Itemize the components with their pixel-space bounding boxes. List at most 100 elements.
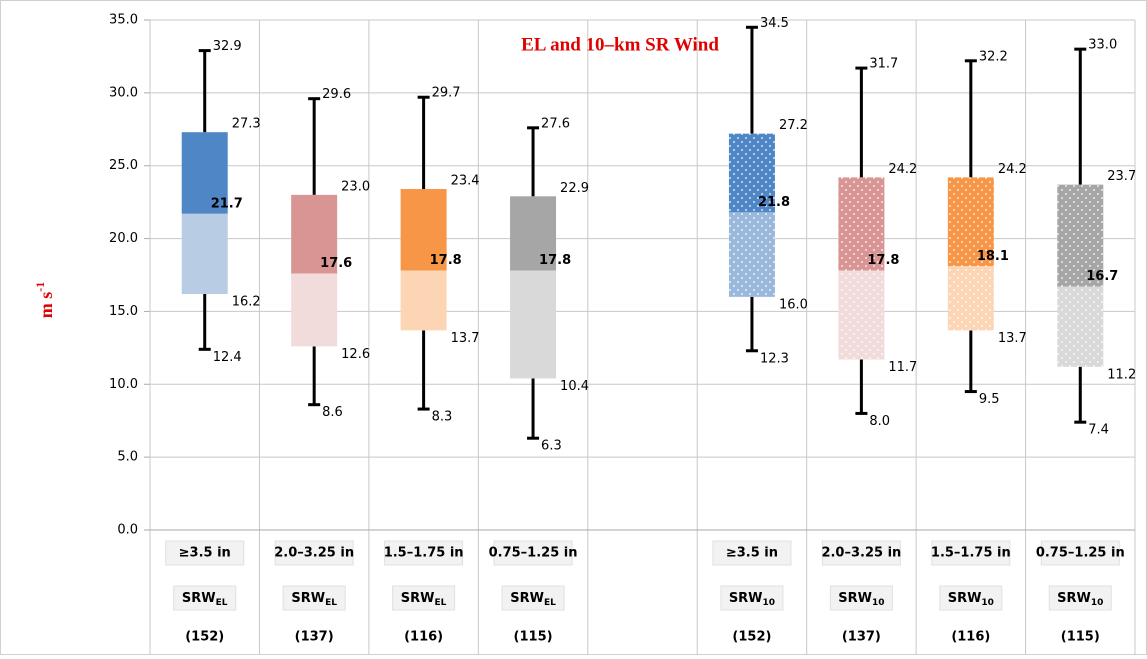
box-lower [400,270,447,331]
value-label: 29.7 [432,86,461,101]
variable-sub: 10 [763,598,776,608]
label-cell [493,540,573,566]
value-label: 11.7 [888,360,917,375]
value-label: 12.3 [760,351,789,366]
variable-label: SRWEL [291,591,337,608]
label-cell [384,540,464,566]
label-cell [931,540,1011,566]
box-upper [510,196,557,271]
value-label: 12.4 [213,350,242,365]
variable-sub: EL [435,598,447,608]
variable-main: SRW [510,591,544,606]
median-label: 16.7 [1086,269,1118,284]
variable-label: SRW10 [1057,591,1103,608]
variable-sub: EL [216,598,228,608]
variable-main: SRW [1057,591,1091,606]
y-tick-label: 15.0 [109,304,138,319]
variable-label: SRW10 [838,591,884,608]
count-label: (137) [295,630,334,645]
variable-main: SRW [291,591,325,606]
value-label: 34.5 [760,16,789,31]
variable-label: SRWEL [401,591,447,608]
box-dots [947,177,994,331]
label-cell [392,585,456,611]
value-label: 23.7 [1107,169,1136,184]
median-label: 21.7 [211,196,243,211]
y-label-main: m s [36,292,56,319]
chart-title: EL and 10–km SR Wind [521,34,719,55]
value-label: 23.0 [341,179,370,194]
x-tick-label: 0.75–1.25 in [1036,546,1125,561]
x-tick-label: ≥3.5 in [179,546,231,561]
median-label: 18.1 [977,249,1009,264]
x-tick-label: 0.75–1.25 in [489,546,578,561]
value-label: 8.0 [869,414,890,429]
count-label: (116) [404,630,443,645]
label-cell [821,540,901,566]
box-lower [510,270,557,379]
variable-main: SRW [182,591,216,606]
label-cell [939,585,1003,611]
value-label: 23.4 [451,174,480,189]
y-tick-label: 25.0 [109,158,138,173]
value-label: 27.3 [232,117,261,132]
box-upper [291,194,338,274]
box-upper [400,189,447,271]
x-tick-label: 2.0–3.25 in [821,546,901,561]
value-label: 6.3 [541,439,562,454]
label-cell [1040,540,1120,566]
label-cell [712,540,792,566]
value-label: 9.5 [979,392,1000,407]
value-label: 16.2 [232,294,261,309]
count-label: (115) [514,630,553,645]
label-cell [1048,585,1112,611]
y-tick-label: 0.0 [117,523,138,538]
variable-label: SRWEL [510,591,556,608]
variable-sub: EL [544,598,556,608]
value-label: 27.2 [779,118,808,133]
value-label: 11.2 [1107,367,1136,382]
value-label: 32.9 [213,39,242,54]
variable-sub: EL [325,598,337,608]
value-label: 13.7 [998,331,1027,346]
y-tick-label: 5.0 [117,450,138,465]
value-label: 29.6 [322,87,351,102]
count-label: (116) [951,630,990,645]
y-label-sup: -1 [33,282,47,292]
median-label: 17.8 [539,253,571,268]
variable-main: SRW [729,591,763,606]
count-label: (152) [732,630,771,645]
box-upper [181,132,228,214]
value-label: 27.6 [541,116,570,131]
value-label: 24.2 [998,162,1027,177]
median-label: 17.8 [430,253,462,268]
variable-label: SRWEL [182,591,228,608]
value-label: 8.6 [322,405,343,420]
variable-sub: 10 [872,598,885,608]
y-tick-label: 10.0 [109,377,138,392]
label-cell [720,585,784,611]
median-label: 17.6 [320,256,352,271]
y-tick-label: 35.0 [109,13,138,28]
value-label: 7.4 [1088,423,1109,438]
variable-sub: 10 [981,598,994,608]
variable-main: SRW [838,591,872,606]
box-lower [291,273,338,347]
label-cell [173,585,237,611]
value-label: 16.0 [779,297,808,312]
y-tick-label: 30.0 [109,85,138,100]
x-tick-label: 2.0–3.25 in [274,546,354,561]
label-cell [274,540,354,566]
count-label: (152) [185,630,224,645]
x-tick-label: 1.5–1.75 in [931,546,1011,561]
y-tick-label: 20.0 [109,231,138,246]
value-label: 10.4 [560,379,589,394]
variable-main: SRW [948,591,982,606]
label-cell [165,540,245,566]
box-lower [181,213,228,294]
x-tick-label: 1.5–1.75 in [384,546,464,561]
label-cell [282,585,346,611]
y-axis-label: m s-1 [33,282,56,319]
value-label: 12.6 [341,347,370,362]
